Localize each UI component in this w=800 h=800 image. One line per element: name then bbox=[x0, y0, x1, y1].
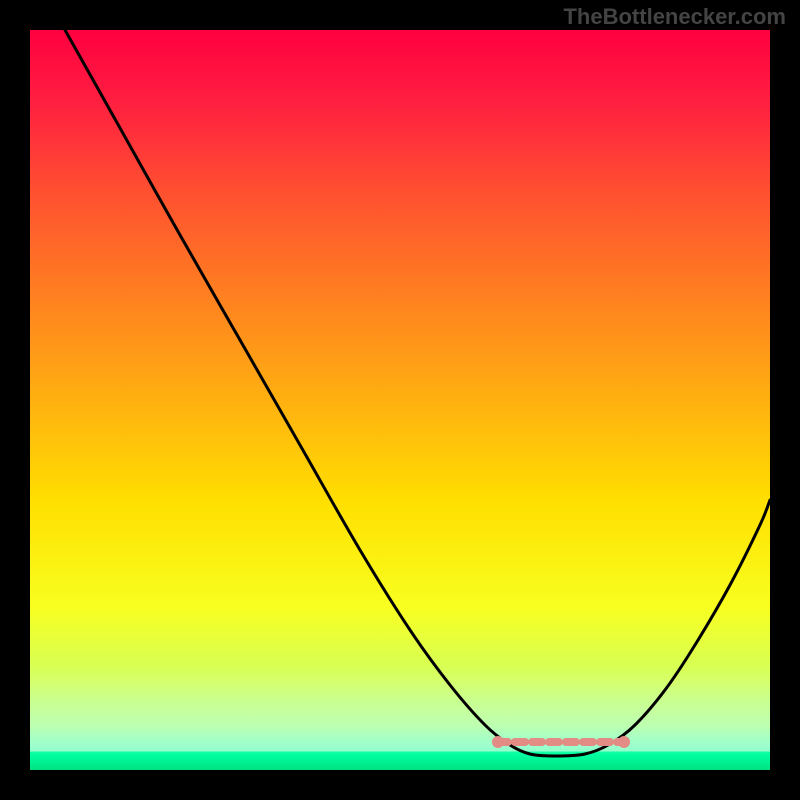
attribution-label: TheBottlenecker.com bbox=[563, 4, 786, 30]
gradient-background bbox=[30, 30, 770, 770]
range-end-dot bbox=[618, 736, 630, 748]
bottleneck-plot bbox=[0, 0, 800, 800]
range-start-dot bbox=[492, 736, 504, 748]
bottom-haze bbox=[30, 666, 770, 751]
chart-container: TheBottlenecker.com bbox=[0, 0, 800, 800]
